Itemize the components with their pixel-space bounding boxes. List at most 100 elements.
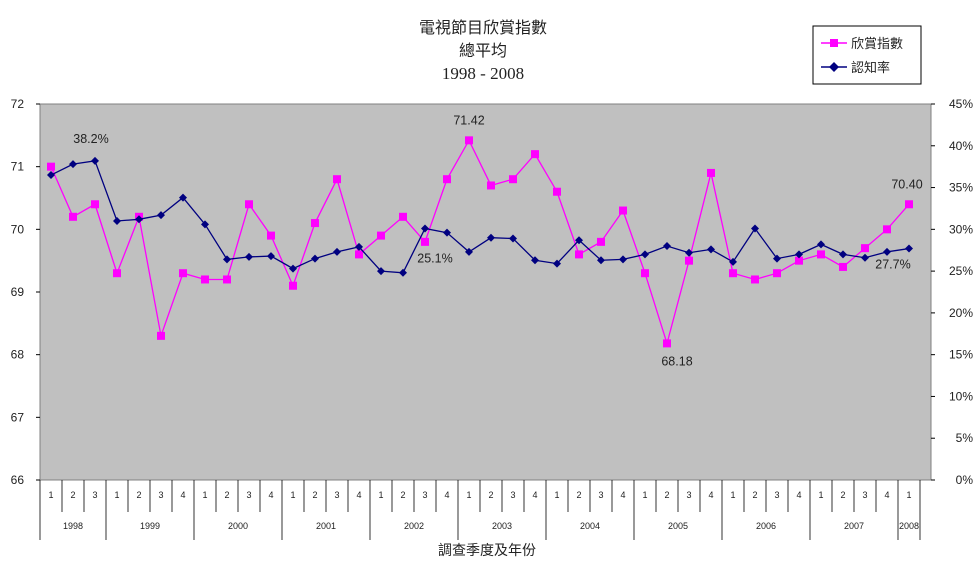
x-quarter-label: 3	[158, 490, 163, 500]
point-awareness	[443, 228, 451, 237]
point-awareness	[47, 171, 55, 180]
x-quarter-label: 1	[202, 490, 207, 500]
point-appreciation	[487, 181, 495, 190]
left-y-tick-label: 67	[11, 410, 25, 424]
data-annotation-label: 71.42	[453, 113, 484, 127]
x-quarter-label: 3	[92, 490, 97, 500]
point-awareness	[729, 257, 737, 266]
point-awareness	[773, 254, 781, 263]
x-axis: 1 2 3 1 2 3 4 1 2 3 4 1 2 3 4 1 2 3 4 1 2 3 4 1 2 3 4 1 2 3 4 1 2 3 4 1 2 3 4 1…	[39, 480, 921, 540]
point-awareness	[113, 216, 121, 225]
right-y-tick-label: 35%	[949, 181, 973, 195]
series-line-appreciation	[50, 138, 910, 346]
right-y-tick-label: 45%	[949, 97, 973, 111]
point-appreciation	[905, 200, 913, 209]
point-appreciation	[113, 269, 121, 278]
data-annotations: 38.2% 71.42 25.1% 68.18 70.40 27.7%	[73, 113, 922, 368]
x-quarter-label: 3	[598, 490, 603, 500]
x-quarter-label: 4	[620, 490, 625, 500]
point-awareness	[135, 215, 143, 224]
point-awareness	[487, 233, 495, 242]
x-quarter-label: 2	[312, 490, 317, 500]
point-appreciation	[443, 175, 451, 184]
data-annotation-label: 27.7%	[875, 258, 910, 272]
x-quarter-label: 2	[224, 490, 229, 500]
x-quarter-label: 3	[774, 490, 779, 500]
point-appreciation	[289, 281, 297, 290]
right-y-tick-label: 25%	[949, 264, 973, 278]
point-appreciation	[201, 275, 209, 284]
x-quarter-label: 2	[840, 490, 845, 500]
series-awareness-rate	[47, 156, 913, 277]
legend: 欣賞指數 認知率	[812, 25, 922, 85]
point-awareness	[201, 220, 209, 229]
data-annotation-label: 68.18	[661, 354, 692, 368]
point-awareness	[91, 156, 99, 165]
x-year-label: 2008	[899, 521, 919, 531]
point-awareness	[707, 245, 715, 254]
point-awareness	[355, 242, 363, 251]
right-y-tick-label: 40%	[949, 139, 973, 153]
point-awareness	[245, 252, 253, 261]
x-quarter-label: 4	[532, 490, 537, 500]
point-appreciation	[575, 250, 583, 259]
point-appreciation	[795, 256, 803, 265]
point-awareness	[157, 211, 165, 220]
plot-area	[39, 103, 932, 481]
point-awareness	[509, 234, 517, 243]
left-y-tick-label: 72	[11, 97, 25, 111]
point-appreciation	[69, 212, 77, 221]
x-quarter-label: 4	[796, 490, 801, 500]
x-year-label: 2007	[844, 521, 864, 531]
point-appreciation	[399, 212, 407, 221]
point-awareness	[399, 268, 407, 277]
point-awareness	[663, 242, 671, 251]
point-appreciation	[355, 250, 363, 259]
chart-title-line-1: 電視節目欣賞指數	[419, 18, 547, 37]
point-awareness	[839, 250, 847, 259]
point-appreciation	[333, 175, 341, 184]
point-awareness	[905, 244, 913, 253]
point-awareness	[289, 264, 297, 273]
point-awareness	[179, 193, 187, 202]
point-appreciation	[597, 237, 605, 246]
x-quarter-label: 1	[554, 490, 559, 500]
x-quarter-label: 2	[400, 490, 405, 500]
x-quarter-label: 2	[576, 490, 581, 500]
x-quarter-label: 4	[708, 490, 713, 500]
x-quarter-label: 4	[884, 490, 889, 500]
x-year-label: 2001	[316, 521, 336, 531]
x-year-label: 2006	[756, 521, 776, 531]
point-appreciation	[641, 269, 649, 278]
data-annotation-label: 38.2%	[73, 132, 108, 146]
x-year-label: 1998	[63, 521, 83, 531]
point-awareness	[531, 256, 539, 265]
left-y-tick-label: 69	[11, 285, 25, 299]
x-year-label: 2004	[580, 521, 600, 531]
data-annotation-label: 70.40	[891, 177, 922, 191]
x-axis-label: 調查季度及年份	[438, 543, 536, 559]
x-quarter-label: 1	[818, 490, 823, 500]
point-appreciation	[685, 256, 693, 265]
point-awareness	[465, 247, 473, 256]
point-appreciation	[465, 136, 473, 145]
x-quarter-label: 3	[334, 490, 339, 500]
x-quarter-label: 1	[378, 490, 383, 500]
legend-label-awareness: 認知率	[851, 60, 890, 76]
point-awareness	[69, 160, 77, 169]
x-quarter-label: 2	[664, 490, 669, 500]
point-awareness	[597, 256, 605, 265]
x-quarter-label: 1	[642, 490, 647, 500]
x-quarter-label: 3	[422, 490, 427, 500]
x-year-label: 1999	[140, 521, 160, 531]
point-appreciation	[839, 262, 847, 271]
point-appreciation	[751, 275, 759, 284]
point-appreciation	[311, 219, 319, 228]
x-quarter-label: 4	[180, 490, 185, 500]
x-quarter-label: 1	[466, 490, 471, 500]
point-awareness	[575, 236, 583, 245]
point-awareness	[861, 253, 869, 262]
point-appreciation	[553, 187, 561, 196]
data-annotation-label: 25.1%	[417, 251, 452, 265]
point-awareness	[223, 255, 231, 264]
